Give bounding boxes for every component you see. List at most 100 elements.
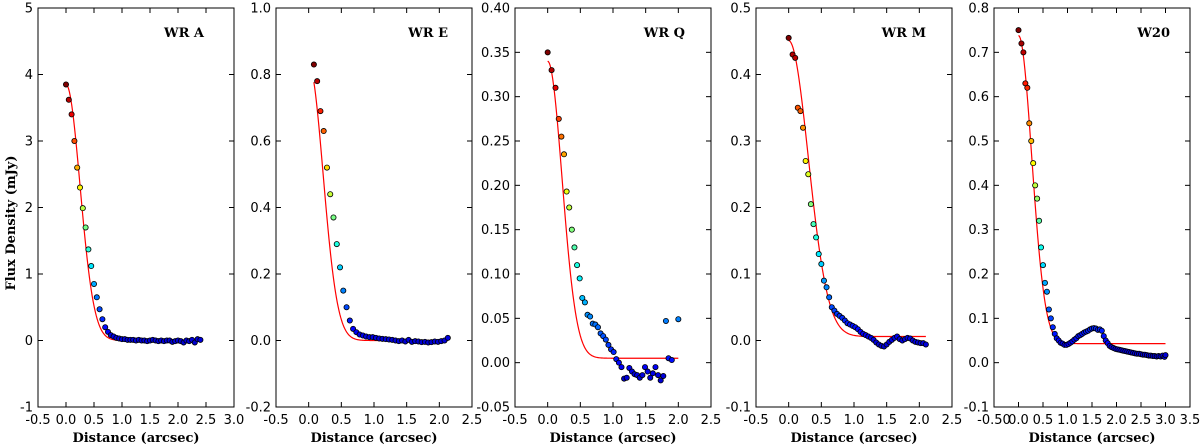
data-point: [340, 287, 347, 294]
data-point: [343, 304, 350, 311]
data-point: [792, 54, 799, 61]
x-tick-label: 2.0: [168, 413, 189, 428]
axis-ticks: -0.5 0.0 0.5 1.0 1.5 2.0 2.5 -0.1 0.0 0.1 0.2 0.3 0.…: [726, 2, 963, 429]
data-point: [63, 81, 70, 88]
fit-curve: [547, 60, 679, 359]
y-tick-label: 0.4: [250, 201, 271, 216]
data-point: [88, 263, 95, 270]
y-tick-label: -0.05: [476, 401, 510, 416]
data-point: [71, 137, 78, 144]
y-tick-label: 0.40: [481, 2, 510, 17]
y-tick-label: 0.3: [730, 135, 751, 150]
x-tick-label: 2.0: [1106, 413, 1127, 428]
data-point: [647, 374, 654, 381]
data-point: [1015, 27, 1022, 34]
data-point: [544, 49, 551, 56]
x-axis-title: Distance (arcsec): [549, 431, 676, 446]
data-point: [1036, 217, 1043, 224]
data-point: [660, 372, 667, 379]
panel-wr-m: -0.5 0.0 0.5 1.0 1.5 2.0 2.5 -0.1 0.0 0.1 0.2 0.3 0.…: [726, 2, 963, 447]
x-tick-label: 2.5: [1131, 413, 1152, 428]
data-point: [820, 277, 827, 284]
y-tick-label: 0.5: [968, 135, 989, 150]
y-tick-label: 0.1: [968, 312, 989, 327]
y-tick-label: 0.2: [250, 268, 271, 283]
x-tick-label: 0.5: [84, 413, 105, 428]
x-tick-label: 1.5: [140, 413, 161, 428]
x-tick-label: 1.5: [396, 413, 417, 428]
plot-frame: [37, 7, 235, 408]
data-point: [1030, 160, 1037, 167]
data-point: [642, 364, 649, 371]
data-point: [1047, 315, 1054, 322]
x-axis-title: Distance (arcsec): [310, 431, 437, 446]
x-tick-label: 1.5: [876, 413, 897, 428]
x-tick-label: 1.5: [635, 413, 656, 428]
data-points: [544, 49, 682, 384]
x-tick-label: 2.5: [942, 413, 963, 428]
data-point: [99, 316, 106, 323]
axis-ticks: -0.5 0.0 0.5 1.0 1.5 2.0 2.5 3.0 -1 0 1 2 3 4 5: [20, 2, 244, 429]
x-tick-label: 2.5: [462, 413, 483, 428]
plot-frame: [275, 7, 473, 408]
data-point: [1162, 352, 1169, 359]
y-tick-label: 0.3: [968, 223, 989, 238]
data-point: [558, 133, 565, 140]
data-point: [579, 294, 586, 301]
x-tick-label: 0.5: [811, 413, 832, 428]
data-point: [79, 205, 86, 212]
y-tick-label: 0.6: [250, 135, 271, 150]
data-point: [85, 246, 92, 253]
x-tick-label: 0.0: [298, 413, 319, 428]
y-tick-label: -0.1: [726, 401, 751, 416]
data-point: [805, 171, 812, 178]
x-axis-title: Distance (arcsec): [790, 431, 917, 446]
data-point: [652, 364, 659, 371]
y-tick-label: 0.05: [481, 312, 510, 327]
data-point: [810, 221, 817, 228]
x-tick-label: -0.5: [743, 413, 768, 428]
data-point: [1043, 288, 1050, 295]
data-point: [1024, 84, 1031, 91]
x-tick-label: 0.0: [537, 413, 558, 428]
data-point: [1098, 327, 1105, 334]
data-point: [639, 372, 646, 379]
data-point: [615, 359, 622, 366]
x-tick-label: 2.0: [429, 413, 450, 428]
data-point: [91, 280, 98, 287]
axis-ticks: -0.500.0 0.5 1.0 1.5 2.0 2.5 3.0 3.5-0.10.00.10…: [964, 2, 1200, 429]
data-point: [602, 336, 609, 343]
y-tick-label: 1.0: [250, 2, 271, 17]
y-tick-label: 4: [25, 68, 33, 83]
data-points: [63, 81, 204, 346]
fit-curve: [1018, 35, 1166, 345]
data-point: [610, 349, 617, 356]
y-tick-label: 0.10: [481, 268, 510, 283]
y-tick-label: -0.2: [246, 401, 271, 416]
y-tick-label: 0.0: [730, 334, 751, 349]
y-tick-label: 0.8: [968, 2, 989, 17]
data-point: [581, 299, 588, 306]
y-tick-label: 2: [25, 201, 33, 216]
y-tick-label: 0.1: [730, 268, 751, 283]
data-point: [655, 372, 662, 379]
data-point: [444, 334, 451, 341]
data-point: [568, 226, 575, 233]
data-point: [649, 370, 656, 377]
data-points: [785, 34, 929, 350]
y-tick-label: 0.7: [968, 46, 989, 61]
x-axis-title: Distance (arcsec): [1028, 431, 1155, 446]
y-tick-label: 0.0: [250, 334, 271, 349]
data-point: [802, 157, 809, 164]
data-point: [1049, 324, 1056, 331]
data-point: [317, 108, 324, 115]
data-point: [327, 191, 334, 198]
panel-label: WR A: [163, 26, 205, 41]
data-points: [1015, 27, 1169, 360]
fit-curve: [313, 82, 448, 342]
x-tick-label: 0.5: [570, 413, 591, 428]
panel-label: WR E: [407, 26, 448, 41]
data-point: [574, 262, 581, 269]
data-point: [594, 324, 601, 331]
